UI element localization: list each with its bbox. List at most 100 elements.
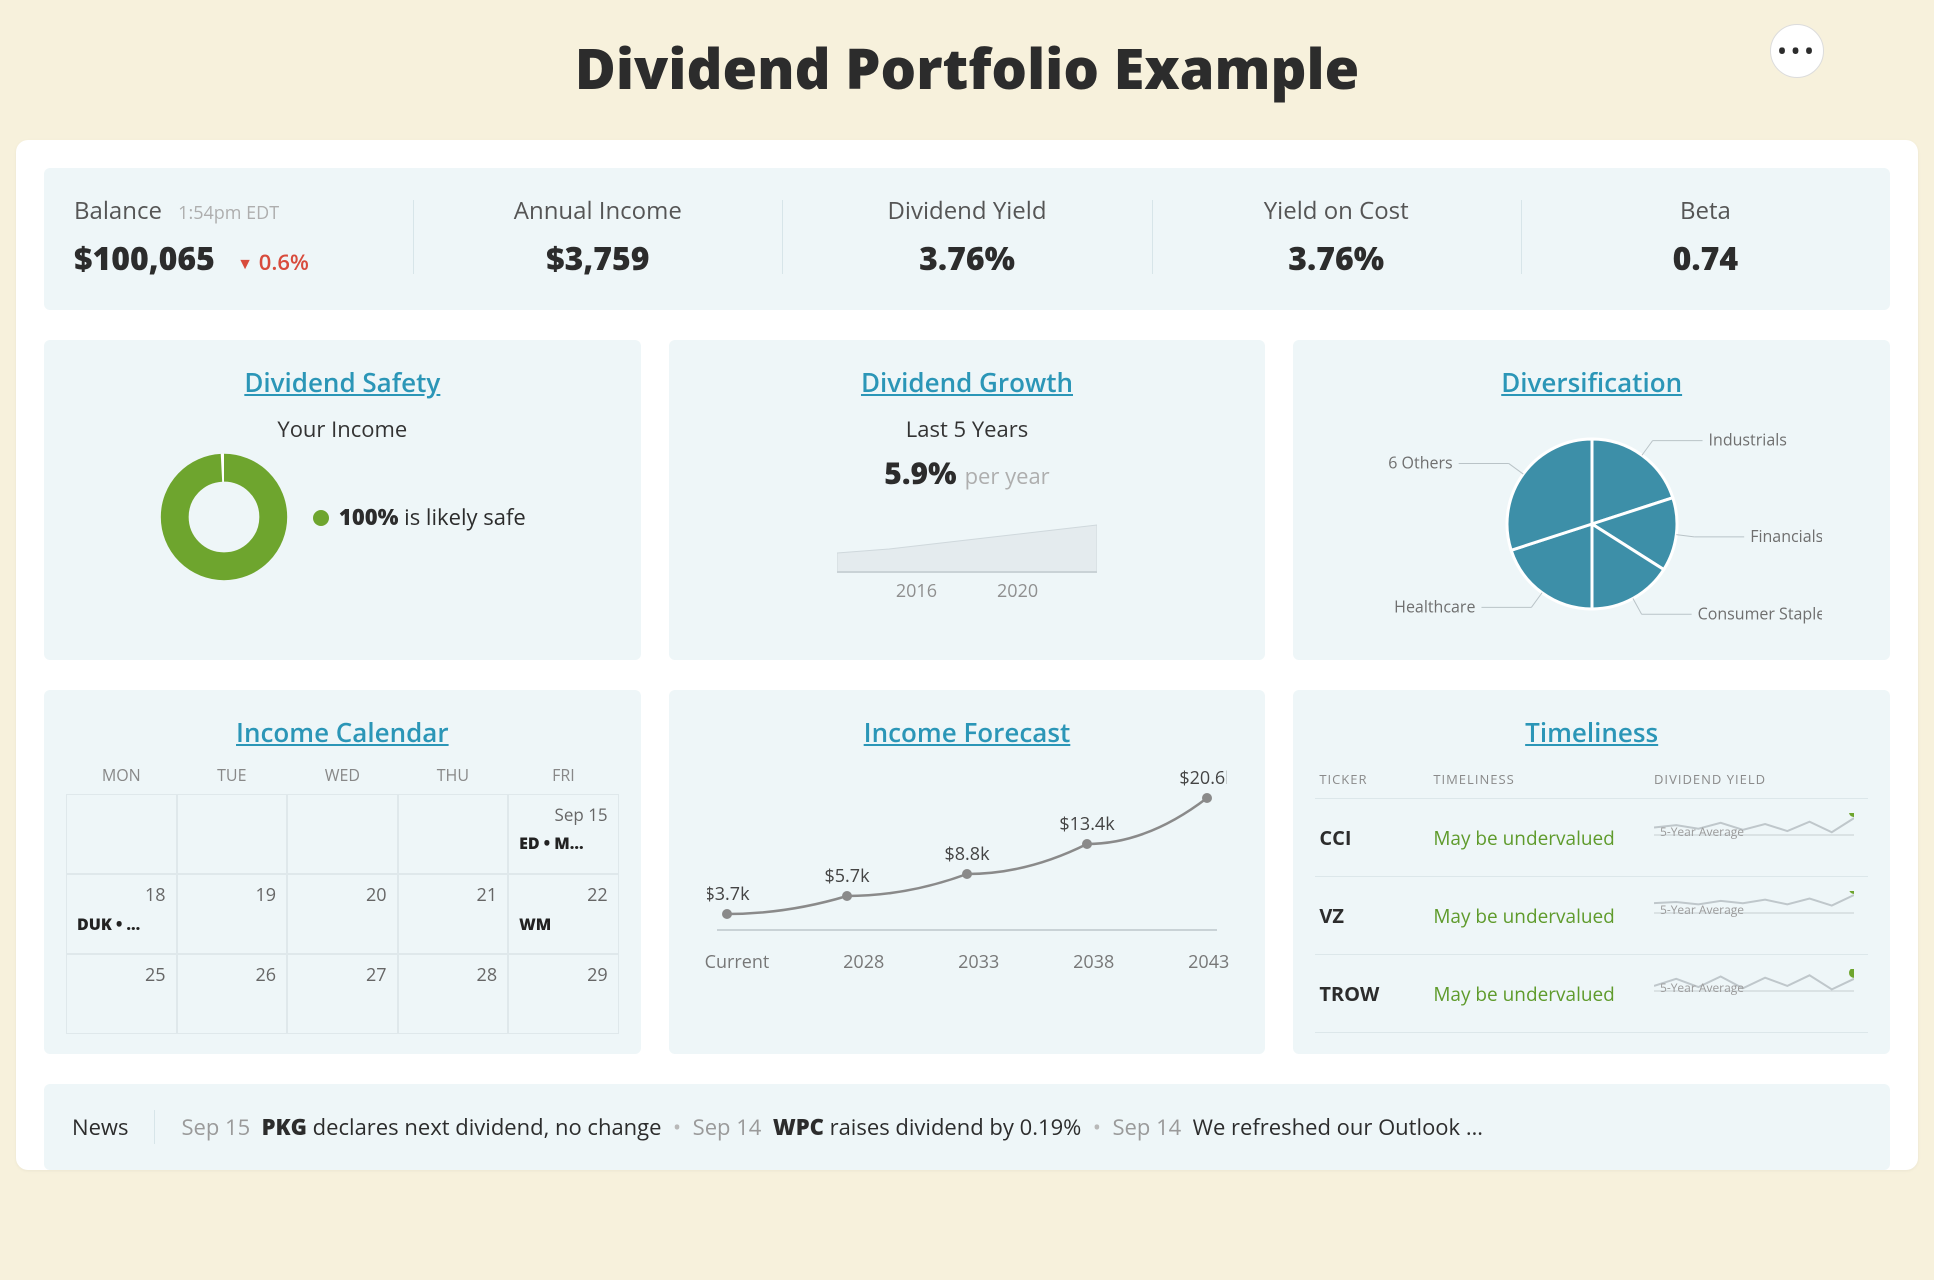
calendar-cell[interactable]: Sep 15ED • M…: [508, 794, 619, 874]
panel-grid-row-1: Dividend Safety Your Income 100% is like…: [44, 340, 1890, 660]
balance-label: Balance: [74, 194, 162, 227]
timeliness-status: May be undervalued: [1433, 981, 1640, 1007]
svg-text:$8.8k: $8.8k: [944, 842, 990, 866]
forecast-x-tick: 2043: [1188, 950, 1229, 974]
yield-on-cost-value: 3.76%: [1182, 237, 1491, 280]
calendar-header: MONTUEWEDTHUFRI: [66, 764, 619, 794]
calendar-cell[interactable]: 19: [177, 874, 288, 954]
forecast-x-axis: Current 2028 2033 2038 2043: [691, 944, 1244, 974]
calendar-cell[interactable]: [66, 794, 177, 874]
calendar-cell[interactable]: [287, 794, 398, 874]
calendar-day-header: WED: [287, 764, 398, 794]
annual-income-label: Annual Income: [443, 194, 752, 227]
svg-text:$3.7k: $3.7k: [707, 882, 750, 906]
timeliness-link[interactable]: Timeliness: [1525, 714, 1658, 750]
timeliness-sparkline: 5-Year Average: [1654, 969, 1864, 1018]
svg-text:$5.7k: $5.7k: [824, 864, 870, 888]
growth-subtitle: Last 5 Years: [691, 414, 1244, 444]
news-bar: News Sep 15 PKG declares next dividend, …: [44, 1084, 1890, 1170]
calendar-cell[interactable]: 27: [287, 954, 398, 1034]
news-items: Sep 15 PKG declares next dividend, no ch…: [181, 1112, 1482, 1142]
forecast-x-tick: 2038: [1073, 950, 1114, 974]
forecast-x-tick: 2033: [958, 950, 999, 974]
calendar-cell[interactable]: 20: [287, 874, 398, 954]
summary-yield-on-cost: Yield on Cost 3.76%: [1152, 194, 1521, 280]
timeliness-row[interactable]: TROW May be undervalued 5-Year Average: [1315, 955, 1868, 1033]
calendar-cell[interactable]: 25: [66, 954, 177, 1034]
panel-income-forecast: Income Forecast $3.7k $5.7k $8.8k $13.4k $20…: [669, 690, 1266, 1054]
balance-delta: ▼ 0.6%: [237, 247, 309, 277]
timeliness-col-yield: DIVIDEND YIELD: [1654, 770, 1864, 788]
summary-beta: Beta 0.74: [1521, 194, 1890, 280]
dashboard-card: Balance 1:54pm EDT $100,065 ▼ 0.6% Annua…: [16, 140, 1918, 1170]
forecast-x-tick: Current: [705, 950, 770, 974]
beta-label: Beta: [1551, 194, 1860, 227]
calendar-body: Sep 15ED • M… 18DUK • …19202122WM 25262728…: [66, 794, 619, 1034]
annual-income-value: $3,759: [443, 237, 752, 280]
calendar-cell[interactable]: [398, 794, 509, 874]
svg-text:6 Others: 6 Others: [1388, 451, 1452, 473]
page-title: Dividend Portfolio Example: [0, 30, 1934, 106]
calendar-day-header: TUE: [177, 764, 288, 794]
summary-annual-income: Annual Income $3,759: [413, 194, 782, 280]
diversification-pie-chart: IndustrialsFinancialsConsumer StaplesHea…: [1362, 414, 1822, 624]
panel-dividend-safety: Dividend Safety Your Income 100% is like…: [44, 340, 641, 660]
summary-balance: Balance 1:54pm EDT $100,065 ▼ 0.6%: [44, 194, 413, 280]
safety-subtitle: Your Income: [66, 414, 619, 444]
growth-x-tick: 2020: [997, 579, 1038, 603]
dividend-yield-value: 3.76%: [812, 237, 1121, 280]
timeliness-row[interactable]: CCI May be undervalued 5-Year Average: [1315, 799, 1868, 877]
svg-text:Consumer Staples: Consumer Staples: [1697, 602, 1821, 624]
safety-donut-chart: [159, 452, 289, 582]
svg-text:Financials: Financials: [1750, 525, 1822, 547]
timeliness-ticker: VZ: [1319, 902, 1419, 929]
timeliness-ticker: CCI: [1319, 824, 1419, 851]
forecast-line-chart: $3.7k $5.7k $8.8k $13.4k $20.6k: [707, 764, 1227, 944]
diversification-link[interactable]: Diversification: [1501, 364, 1682, 400]
calendar-cell[interactable]: 28: [398, 954, 509, 1034]
income-forecast-link[interactable]: Income Forecast: [864, 714, 1071, 750]
panel-grid-row-2: Income Calendar MONTUEWEDTHUFRI Sep 15ED…: [44, 690, 1890, 1054]
svg-text:$13.4k: $13.4k: [1059, 812, 1115, 836]
balance-timestamp: 1:54pm EDT: [178, 201, 279, 225]
panel-diversification: Diversification Industrials Financials Con…: [1293, 340, 1890, 660]
dividend-safety-link[interactable]: Dividend Safety: [244, 364, 440, 400]
svg-text:$20.6k: $20.6k: [1179, 766, 1227, 790]
timeliness-ticker: TROW: [1319, 980, 1419, 1007]
growth-x-ticks: 2016 2020: [691, 579, 1244, 603]
calendar-day-header: MON: [66, 764, 177, 794]
growth-value: 5.9%: [884, 452, 956, 493]
calendar-cell[interactable]: 29: [508, 954, 619, 1034]
svg-text:Industrials: Industrials: [1708, 429, 1786, 451]
calendar-cell[interactable]: 22WM: [508, 874, 619, 954]
growth-area-chart: [837, 503, 1097, 573]
calendar-cell[interactable]: 18DUK • …: [66, 874, 177, 954]
calendar-day-header: THU: [398, 764, 509, 794]
calendar-cell[interactable]: [177, 794, 288, 874]
timeliness-col-ticker: TICKER: [1319, 770, 1419, 788]
timeliness-sparkline: 5-Year Average: [1654, 813, 1864, 862]
summary-dividend-yield: Dividend Yield 3.76%: [782, 194, 1151, 280]
timeliness-row[interactable]: VZ May be undervalued 5-Year Average: [1315, 877, 1868, 955]
balance-value: $100,065: [74, 237, 215, 280]
safety-text: 100% is likely safe: [313, 502, 526, 532]
panel-timeliness: Timeliness TICKER TIMELINESS DIVIDEND YI…: [1293, 690, 1890, 1054]
dividend-yield-label: Dividend Yield: [812, 194, 1121, 227]
timeliness-status: May be undervalued: [1433, 825, 1640, 851]
timeliness-status: May be undervalued: [1433, 903, 1640, 929]
panel-income-calendar: Income Calendar MONTUEWEDTHUFRI Sep 15ED…: [44, 690, 641, 1054]
beta-value: 0.74: [1551, 237, 1860, 280]
income-calendar-link[interactable]: Income Calendar: [236, 714, 449, 750]
calendar-cell[interactable]: 26: [177, 954, 288, 1034]
forecast-x-tick: 2028: [843, 950, 884, 974]
yield-on-cost-label: Yield on Cost: [1182, 194, 1491, 227]
calendar-cell[interactable]: 21: [398, 874, 509, 954]
timeliness-sparkline: 5-Year Average: [1654, 891, 1864, 940]
growth-x-tick: 2016: [896, 579, 937, 603]
safety-dot-icon: [313, 510, 329, 526]
more-menu-button[interactable]: •••: [1770, 24, 1824, 78]
dividend-growth-link[interactable]: Dividend Growth: [861, 364, 1073, 400]
growth-per-year: per year: [965, 461, 1050, 491]
calendar-day-header: FRI: [508, 764, 619, 794]
news-label: News: [72, 1112, 128, 1142]
